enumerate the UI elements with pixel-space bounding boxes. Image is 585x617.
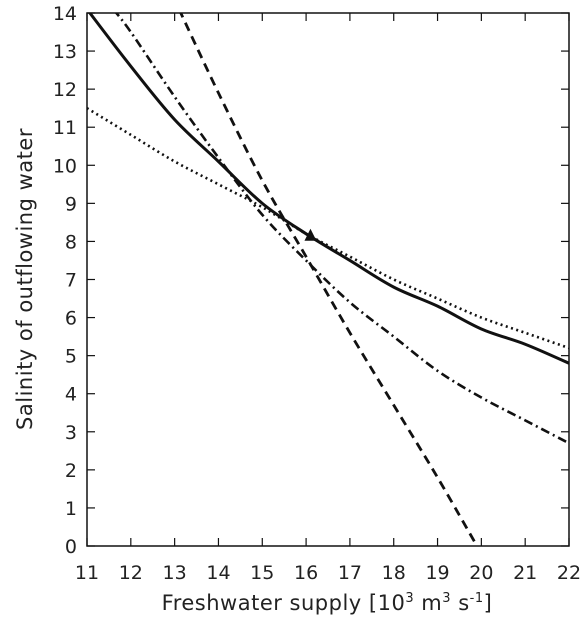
tick-labels: 11 12 13 14 15 16 17 18 19 20 21 220123456789101112…	[53, 3, 581, 584]
y-tick-label: 9	[65, 193, 77, 215]
x-axis-title-unit-s: s	[451, 591, 470, 615]
x-tick-label: 19	[425, 562, 449, 584]
x-tick-label: 15	[250, 562, 274, 584]
y-tick-label: 5	[65, 346, 77, 368]
x-tick-label: 21	[513, 562, 537, 584]
series-layer	[87, 13, 569, 546]
y-tick-label: 10	[53, 155, 77, 177]
y-tick-label: 1	[65, 498, 77, 520]
series-line-dashed	[179, 13, 479, 546]
plot-frame	[86, 12, 570, 547]
series-line-solid	[88, 13, 569, 365]
y-tick-label: 8	[65, 231, 77, 253]
x-tick-label: 14	[206, 562, 230, 584]
x-tick-label: 18	[382, 562, 406, 584]
series-line-dashdot	[114, 13, 569, 445]
y-tick-label: 6	[65, 308, 77, 330]
y-tick-label: 11	[53, 117, 77, 139]
y-tick-label: 2	[65, 460, 77, 482]
x-axis-title: Freshwater supply [103 m3 s-1]	[162, 591, 493, 615]
y-tick-label: 3	[65, 422, 77, 444]
x-tick-label: 22	[557, 562, 581, 584]
x-tick-label: 11	[75, 562, 99, 584]
x-tick-label: 13	[163, 562, 187, 584]
y-tick-label: 7	[65, 270, 77, 292]
y-tick-label: 12	[53, 79, 77, 101]
x-axis-title-close: ]	[484, 591, 493, 615]
triangle-marker	[304, 228, 317, 241]
x-tick-label: 16	[294, 562, 318, 584]
x-axis-title-exp-1: 3	[405, 591, 414, 606]
x-axis-title-unit-m: m	[414, 591, 442, 615]
y-tick-label: 13	[53, 41, 77, 63]
marker-layer	[304, 228, 317, 241]
x-axis-title-exp-2: 3	[442, 591, 451, 606]
x-axis-title-exp-3: -1	[470, 591, 484, 606]
series-line-dotted	[87, 107, 569, 350]
axis-ticks	[86, 12, 570, 547]
x-tick-label: 20	[469, 562, 493, 584]
x-tick-label: 17	[338, 562, 362, 584]
y-axis-title: Salinity of outflowing water	[13, 128, 37, 430]
x-axis-title-main: Freshwater supply [10	[162, 591, 406, 615]
y-tick-label: 4	[65, 384, 77, 406]
y-tick-label: 0	[65, 536, 77, 558]
x-tick-label: 12	[119, 562, 143, 584]
y-tick-label: 14	[53, 3, 77, 25]
